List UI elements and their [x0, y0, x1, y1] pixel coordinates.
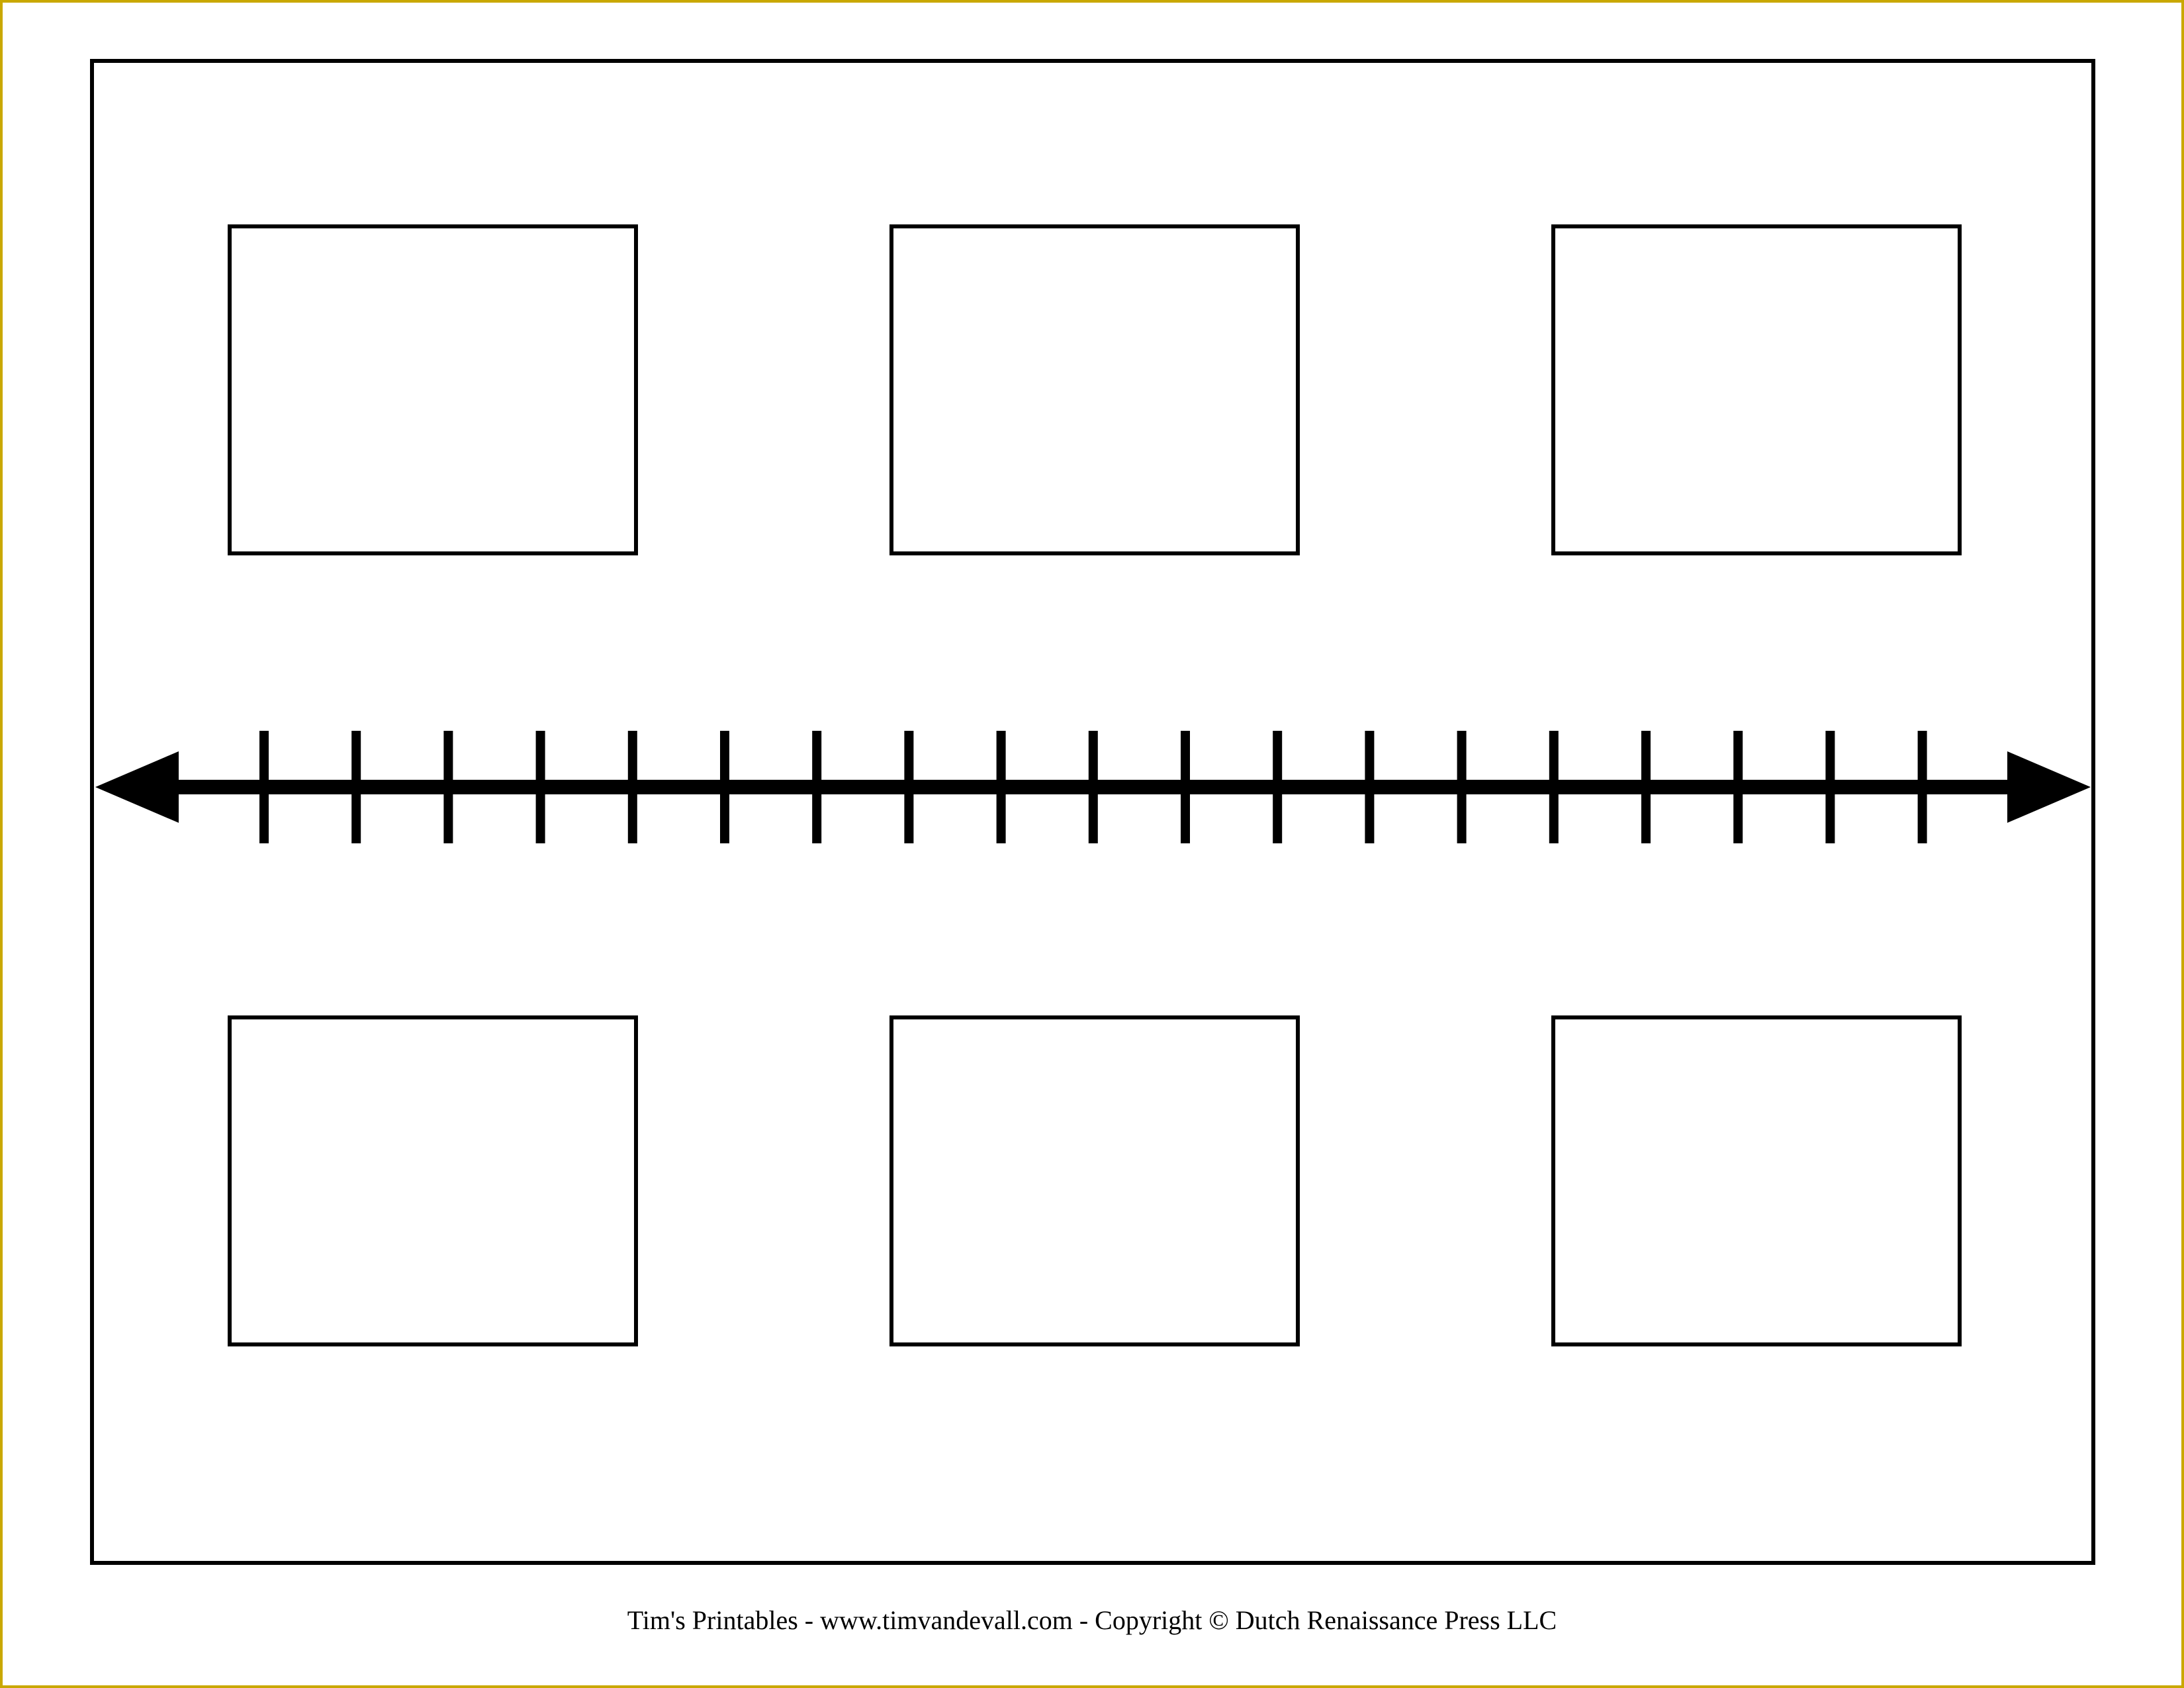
footer-attribution: Tim's Printables - www.timvandevall.com … — [3, 1605, 2181, 1636]
outer-frame: Tim's Printables - www.timvandevall.com … — [0, 0, 2184, 1688]
event-box-bottom-1 — [228, 1015, 638, 1346]
event-box-bottom-3 — [1551, 1015, 1962, 1346]
event-box-top-1 — [228, 224, 638, 555]
box-row-top — [228, 224, 1962, 555]
event-box-bottom-2 — [889, 1015, 1300, 1346]
event-box-top-2 — [889, 224, 1300, 555]
event-box-top-3 — [1551, 224, 1962, 555]
timeline-number-line — [95, 724, 2091, 850]
box-row-bottom — [228, 1015, 1962, 1346]
